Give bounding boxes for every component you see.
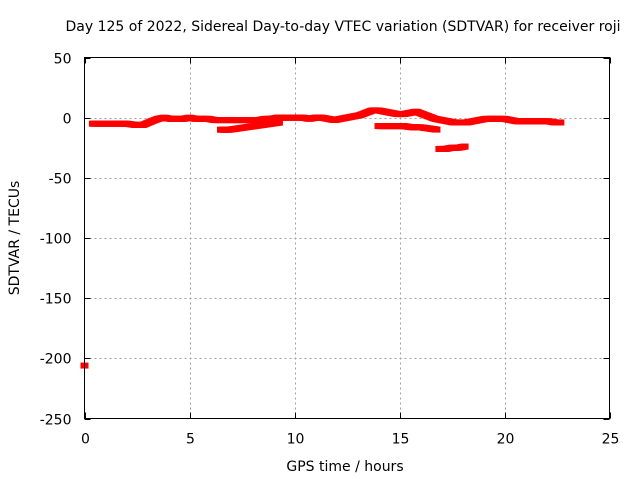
x-axis-label: GPS time / hours	[286, 459, 403, 475]
axis-ticks	[84, 57, 611, 420]
x-tick-labels: 0 5 10 15 20 25	[81, 432, 619, 448]
data-point	[556, 119, 565, 126]
x-tick-label: 10	[287, 432, 305, 448]
y-tick-label: -200	[40, 352, 72, 368]
x-tick-label: 0	[81, 432, 90, 448]
y-tick-label: -150	[40, 292, 72, 308]
data-point	[432, 126, 441, 133]
y-tick-label: -250	[40, 413, 72, 429]
y-tick-label: 50	[54, 52, 72, 68]
y-tick-label: -100	[40, 232, 72, 248]
data-point	[460, 143, 469, 150]
x-tick-label: 5	[186, 432, 195, 448]
y-tick-label: -50	[49, 172, 72, 188]
x-tick-label: 20	[497, 432, 515, 448]
x-tick-label: 15	[392, 432, 410, 448]
y-tick-label: 0	[63, 112, 72, 128]
data-points	[80, 107, 565, 369]
y-axis-label: SDTVAR / TECUs	[7, 181, 23, 296]
grid	[84, 57, 610, 419]
data-point	[274, 119, 283, 126]
x-tick-label: 25	[602, 432, 620, 448]
chart-title: Day 125 of 2022, Sidereal Day-to-day VTE…	[65, 19, 620, 35]
y-tick-labels: -250 -200 -150 -100 -50 0 50	[40, 52, 72, 429]
